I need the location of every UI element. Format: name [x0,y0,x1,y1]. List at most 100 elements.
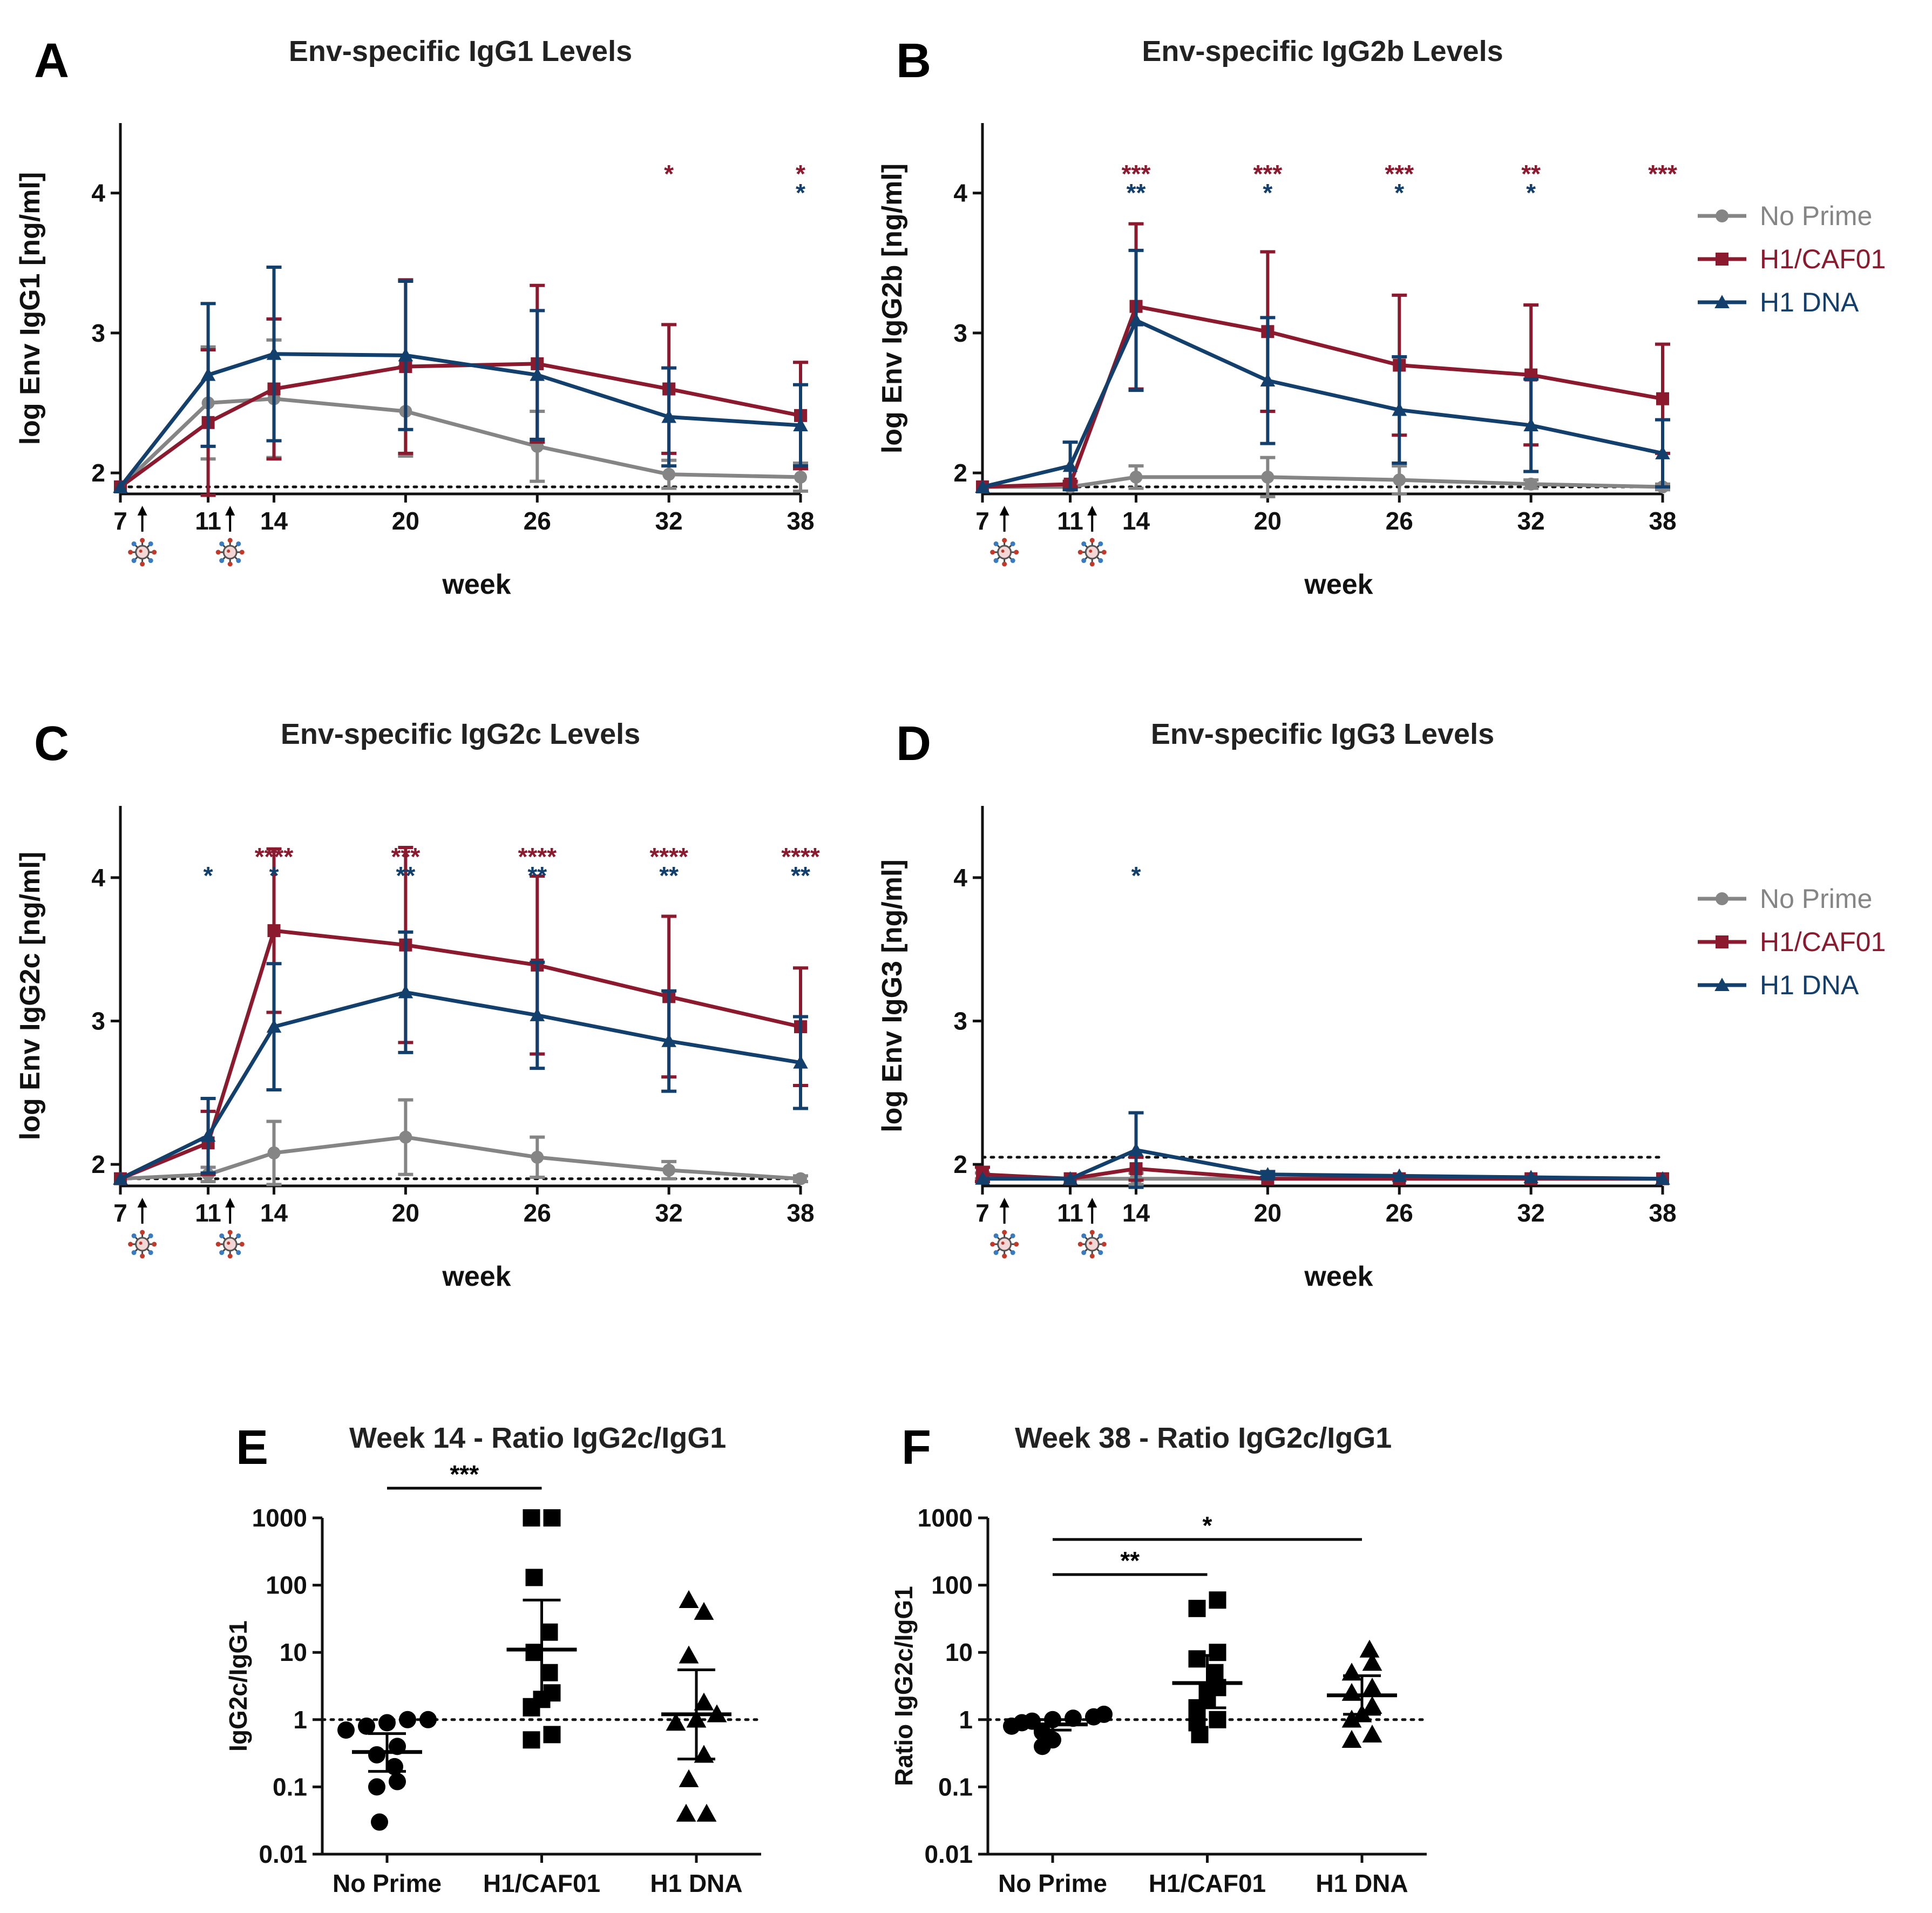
data-point [1362,1695,1382,1714]
virus-dot [139,550,143,553]
data-point [679,1769,699,1787]
x-tick-label: 32 [655,1199,683,1227]
significance-label: ** [527,861,547,890]
x-tick-label: 7 [113,1199,127,1227]
legend-marker [1716,892,1728,905]
spike-tip [1010,541,1015,546]
y-tick-label: 3 [91,319,105,347]
panel-a: A Env-specific IgG1 Levels 2 3 4 7 11 14 20 26 32 3… [15,34,815,600]
x-tick-label: 32 [1517,1199,1545,1227]
spike-tip [1089,1230,1095,1235]
data-point [371,1813,388,1831]
virus-core [1084,1237,1100,1252]
data-point [337,1721,355,1739]
x-tick-label: 26 [1386,507,1413,535]
data-point [399,1130,412,1144]
panel-c: C Env-specific IgG2c Levels 2 3 4 7 11 14 20 26 32… [15,717,820,1292]
data-point [399,1711,416,1728]
x-tick-label: 26 [524,507,551,535]
significance-label: * [269,861,279,890]
spike-tip [1077,550,1083,555]
y-tick-label: 4 [91,864,105,892]
data-point [389,1773,406,1790]
chart-title: Env-specific IgG1 Levels [289,35,632,67]
x-tick-label: 38 [1649,1199,1676,1227]
data-point [794,470,807,484]
series-h1-dna [113,266,808,493]
data-point [1362,1725,1382,1743]
y-tick-label: 3 [91,1007,105,1035]
data-point [378,1714,396,1732]
chart-title: Week 14 - Ratio IgG2c/IgG1 [349,1422,726,1454]
spike-tip [131,558,137,564]
x-tick-label: 11 [1057,1199,1083,1227]
arrow-head [225,506,235,515]
data-point [1362,1677,1382,1696]
series-h1-caf01 [114,278,808,497]
spike-tip [236,541,241,546]
arrow-head [999,1198,1009,1208]
significance-label: ** [1120,1546,1140,1575]
vaccine-icon [990,1230,1019,1259]
series-h1-caf01 [975,1155,1669,1185]
data-point [530,367,545,381]
significance-label: **** [518,843,557,871]
virus-core [135,545,150,560]
arrow-head [225,1198,235,1208]
data-point [679,1645,699,1664]
spike-tip [1101,1242,1107,1247]
virus-dot [139,1242,143,1245]
x-tick-label: H1 DNA [1316,1869,1408,1897]
chart-title: Env-specific IgG2b Levels [1142,35,1503,67]
virus-core [222,545,238,560]
spike-tip [227,561,233,567]
data-point [1392,1168,1407,1182]
spike-tip [140,538,145,543]
significance-label: * [1263,179,1272,207]
data-point [1209,1591,1226,1609]
x-tick-label: H1/CAF01 [1149,1869,1266,1897]
data-point [1188,1714,1206,1732]
data-point [358,1717,375,1735]
significance-label: * [1203,1511,1212,1539]
data-point [1362,1653,1382,1671]
data-point [666,1713,686,1731]
panel-d: D Env-specific IgG3 Levels 2 3 4 7 11 14 20 26 32 3… [877,717,1886,1292]
data-point [266,346,282,360]
data-point [1206,1664,1224,1681]
spike-tip [1002,1230,1007,1235]
significance-label: *** [1253,160,1283,188]
significance-label: *** [391,843,421,871]
spike-tip [219,1233,225,1238]
data-point [1128,1142,1144,1156]
x-tick-label: No Prime [998,1869,1107,1897]
spike-tip [993,541,999,546]
spike-tip [990,1242,995,1247]
data-point [523,1509,540,1527]
x-tick-label: 11 [195,507,221,535]
data-point [676,1803,696,1822]
y-tick-label: 1000 [918,1504,973,1532]
y-tick-label: 3 [953,319,967,347]
vaccine-icon [128,538,157,567]
spike-tip [215,1242,221,1247]
x-tick-label: H1/CAF01 [483,1869,600,1897]
series-line [119,397,801,489]
data-point [694,1692,714,1711]
virus-core [135,1237,150,1252]
arrow-head [137,506,147,515]
x-axis-label: week [442,569,511,600]
data-point [266,1019,282,1033]
spike-tip [1081,541,1087,546]
data-point [1523,1170,1538,1184]
series-h1-dna [975,1111,1670,1189]
data-point [1209,1711,1226,1728]
y-tick-label: 2 [953,1150,967,1178]
x-axis-label: week [1304,1261,1373,1292]
spike-tip [993,1250,999,1256]
series-line [982,304,1663,489]
series-h1-caf01 [976,222,1670,494]
legend-marker [1714,978,1730,992]
virus-dot [227,1242,231,1245]
data-point [694,1602,714,1620]
